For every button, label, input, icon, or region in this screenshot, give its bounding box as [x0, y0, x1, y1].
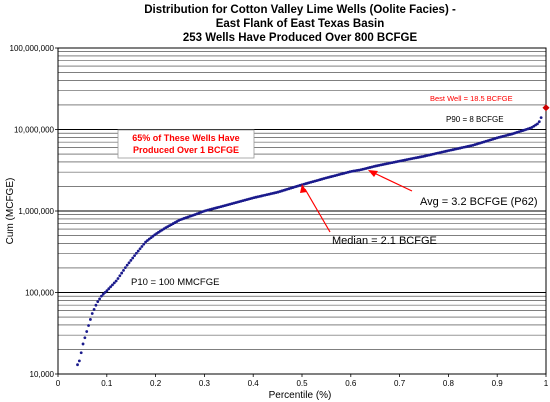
data-point	[85, 330, 89, 333]
data-point	[96, 300, 100, 304]
annotation-best-well: Best Well = 18.5 BCFGE	[430, 94, 513, 103]
data-point	[100, 294, 103, 298]
median-arrow-head	[300, 184, 307, 193]
data-point	[77, 359, 81, 363]
data-point	[536, 122, 539, 126]
x-tick-label: 0.2	[150, 379, 162, 388]
data-points	[76, 104, 550, 367]
x-tick-label: 0.3	[199, 379, 211, 388]
data-point	[134, 251, 138, 255]
data-point	[76, 363, 79, 367]
data-point	[81, 342, 85, 346]
data-point	[142, 242, 146, 246]
y-tick-label: 10,000	[30, 370, 55, 379]
data-point	[94, 303, 98, 307]
data-point	[123, 266, 127, 270]
x-axis-label: Percentile (%)	[269, 390, 332, 401]
x-axis-ticks: 0 0.1 0.2 0.3 0.4 0.5 0.6 0.7 0.8 0.9 1	[56, 374, 549, 388]
data-point	[144, 240, 147, 244]
data-point	[129, 258, 133, 262]
data-point	[118, 274, 122, 278]
data-point	[537, 120, 541, 124]
annotation-percent-line-2: Produced Over 1 BCFGE	[133, 145, 239, 155]
data-point	[111, 283, 114, 287]
annotation-percent-line-1: 65% of These Wells Have	[132, 133, 239, 143]
median-arrow-line	[304, 188, 331, 233]
annotation-median: Median = 2.1 BCFGE	[332, 235, 437, 247]
annotation-percent-box-frame	[117, 129, 255, 159]
annotation-p10: P10 = 100 MMCFGE	[131, 277, 219, 288]
chart-title-line-3: 253 Wells Have Produced Over 800 BCFGE	[183, 32, 418, 44]
average-arrow-head	[368, 170, 378, 177]
data-point	[109, 285, 113, 289]
data-point	[83, 336, 87, 340]
y-tick-label: 1,000,000	[18, 207, 54, 216]
data-point	[98, 297, 101, 301]
data-point	[133, 254, 136, 257]
data-point	[105, 289, 109, 293]
data-point	[120, 271, 124, 275]
data-point	[125, 263, 129, 267]
best-well-marker	[542, 104, 550, 112]
data-point	[138, 247, 142, 251]
data-point	[92, 307, 96, 311]
data-point	[127, 261, 131, 265]
y-tick-label: 10,000,000	[14, 126, 55, 135]
data-point	[90, 312, 94, 315]
y-tick-label: 100,000	[25, 289, 54, 298]
data-point	[107, 287, 111, 291]
x-tick-label: 0.8	[443, 379, 455, 388]
x-tick-label: 0.1	[101, 379, 113, 388]
data-point	[131, 256, 135, 260]
grid-lines	[58, 51, 546, 375]
y-axis-ticks: 10,000 100,000 1,000,000 10,000,000 100,000,…	[10, 44, 58, 379]
x-tick-label: 0.4	[248, 379, 260, 388]
x-tick-label: 0.6	[345, 379, 357, 388]
average-arrow-line	[371, 171, 413, 192]
annotation-average: Avg = 3.2 BCFGE (P62)	[420, 196, 538, 208]
data-point	[539, 116, 543, 119]
data-point	[79, 351, 83, 355]
x-tick-label: 0.7	[394, 379, 406, 388]
data-point	[116, 277, 120, 280]
data-point	[140, 245, 144, 248]
y-axis-label: Cum (MCFGE)	[5, 178, 16, 245]
y-tick-label: 100,000,000	[10, 44, 55, 53]
plot-area: 0 0.1 0.2 0.3 0.4 0.5 0.6 0.7 0.8 0.9 1 10,000 100,…	[10, 44, 550, 388]
x-tick-label: 0.5	[296, 379, 308, 388]
data-point	[122, 268, 125, 272]
data-point	[103, 290, 107, 294]
annotation-p90: P90 = 8 BCFGE	[446, 115, 504, 124]
x-tick-label: 1	[544, 379, 549, 388]
chart-title-line-2: East Flank of East Texas Basin	[216, 18, 385, 30]
data-point	[112, 281, 116, 285]
chart-title-line-1: Distribution for Cotton Valley Lime Well…	[144, 4, 456, 16]
data-point	[101, 292, 105, 296]
x-tick-label: 0.9	[492, 379, 504, 388]
data-point	[89, 318, 92, 321]
annotation-percent-box: 65% of These Wells Have Produced Over 1 …	[117, 129, 255, 159]
x-tick-label: 0	[56, 379, 61, 388]
data-point	[114, 279, 118, 283]
data-point	[87, 324, 90, 327]
data-point	[136, 249, 140, 253]
